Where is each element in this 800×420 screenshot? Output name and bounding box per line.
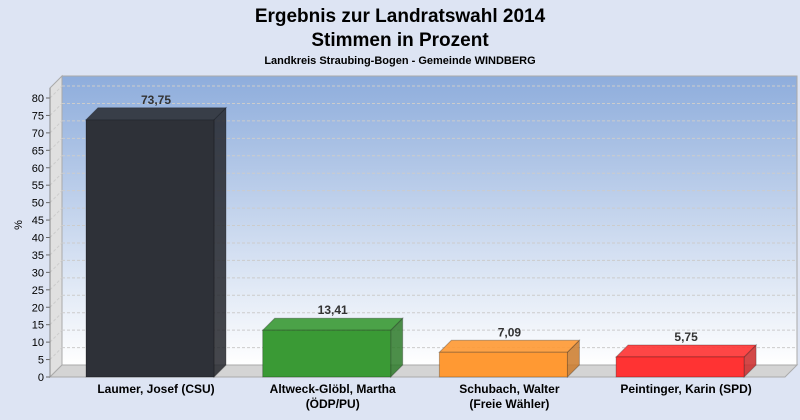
plot-side-wall <box>49 74 63 379</box>
y-tick-label: 30 <box>32 267 44 279</box>
y-tick-label: 65 <box>32 145 44 157</box>
data-label: 13,41 <box>318 303 348 317</box>
y-tick-label: 50 <box>32 198 44 210</box>
y-tick-label: 35 <box>32 250 44 262</box>
y-tick-label: 40 <box>32 233 44 245</box>
data-label: 5,75 <box>674 330 698 344</box>
grid-line <box>49 242 63 256</box>
chart-title: Ergebnis zur Landratswahl 2014 <box>255 6 546 27</box>
y-tick-label: 55 <box>32 180 44 192</box>
grid-line <box>49 137 63 151</box>
grid-line <box>49 277 63 291</box>
grid-line <box>49 120 63 134</box>
y-tick-label: 15 <box>32 320 44 332</box>
bar-top <box>84 107 228 121</box>
x-tick-label: Altweck-Glöbl, Martha <box>270 382 396 396</box>
bar <box>85 119 215 378</box>
bar-side <box>213 106 227 379</box>
grid-line <box>49 225 63 238</box>
bar <box>262 329 392 378</box>
y-tick-label: 75 <box>32 110 44 122</box>
grid-line <box>49 329 63 343</box>
bar <box>438 351 568 378</box>
y-axis-label: % <box>13 220 25 230</box>
bar-top <box>438 339 581 353</box>
grid-line <box>49 172 63 186</box>
bar-top <box>261 317 404 331</box>
y-tick-label: 20 <box>32 302 44 314</box>
x-tick-label: Peintinger, Karin (SPD) <box>620 382 751 396</box>
y-tick-label: 70 <box>32 128 44 140</box>
grid-line <box>49 103 63 116</box>
grid-line <box>49 155 63 169</box>
y-tick-label: 10 <box>32 337 44 349</box>
bar <box>615 356 745 378</box>
grid-line <box>49 190 63 203</box>
y-tick-label: 25 <box>32 285 44 297</box>
grid-line <box>49 347 63 360</box>
grid-line <box>49 85 63 99</box>
chart-subtitle: Landkreis Straubing-Bogen - Gemeinde WIN… <box>264 55 535 67</box>
x-tick-label: Schubach, Walter <box>459 382 560 396</box>
data-label: 73,75 <box>141 93 171 107</box>
y-tick-label: 0 <box>38 372 44 384</box>
grid-line <box>49 207 63 221</box>
y-tick-label: 80 <box>32 93 44 105</box>
y-tick-label: 45 <box>32 215 44 227</box>
x-tick-label: (Freie Wähler) <box>469 397 549 411</box>
y-tick-label: 5 <box>38 355 44 367</box>
grid-line <box>49 260 63 273</box>
grid-line <box>49 294 63 308</box>
grid-line <box>49 312 63 326</box>
bar-top <box>614 344 758 358</box>
y-tick-label: 60 <box>32 163 44 175</box>
x-tick-label: (ÖDP/PU) <box>306 396 360 411</box>
chart-title-2: Stimmen in Prozent <box>311 30 489 51</box>
data-label: 7,09 <box>498 325 522 339</box>
x-tick-label: Laumer, Josef (CSU) <box>97 382 214 396</box>
